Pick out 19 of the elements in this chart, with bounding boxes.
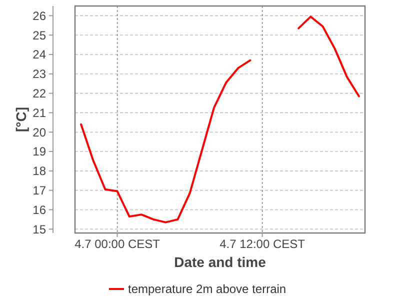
line-series bbox=[80, 59, 252, 224]
y-tick-label: 26 bbox=[32, 8, 46, 23]
y-tick-label: 18 bbox=[32, 164, 46, 178]
legend-label: temperature 2m above terrain bbox=[128, 282, 286, 296]
y-tick-label: 23 bbox=[32, 67, 46, 82]
x-tick-label: 4.7 12:00 CEST bbox=[220, 237, 306, 251]
y-tick-label: 21 bbox=[32, 106, 46, 120]
x-axis-title: Date and time bbox=[174, 254, 266, 270]
x-tick-label: 4.7 00:00 CEST bbox=[74, 237, 161, 251]
y-tick-label: 16 bbox=[32, 202, 46, 217]
y-tick-label: 22 bbox=[32, 86, 46, 101]
y-tick-label: 17 bbox=[32, 184, 46, 198]
y-tick-label: 20 bbox=[32, 125, 46, 140]
line-series bbox=[298, 16, 360, 98]
y-tick-label: 15 bbox=[32, 222, 46, 236]
y-tick-label: 25 bbox=[32, 28, 46, 42]
y-tick-label: 24 bbox=[32, 48, 46, 62]
y-axis-title: [°C] bbox=[13, 106, 29, 132]
y-tick-label: 19 bbox=[32, 144, 46, 159]
